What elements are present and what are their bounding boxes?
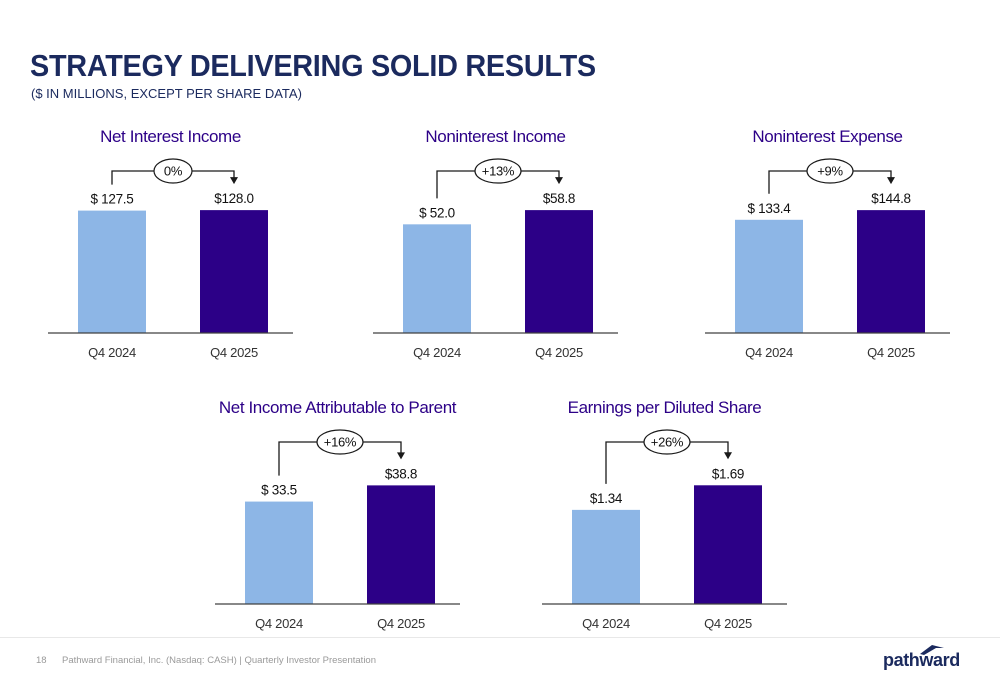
chart-title: Noninterest Income (425, 127, 565, 146)
data-label: $ 127.5 (91, 192, 134, 207)
change-badge (643, 429, 691, 455)
change-badge (153, 158, 193, 184)
change-badge (316, 429, 364, 455)
x-tick-label: Q4 2024 (413, 345, 461, 360)
data-label: $1.34 (590, 491, 623, 506)
bar-q4-2024 (735, 219, 803, 333)
data-label: $38.8 (385, 466, 417, 481)
change-label: +26% (651, 435, 684, 450)
x-tick-label: Q4 2025 (867, 345, 915, 360)
arrow-down-icon (555, 177, 563, 185)
change-label: +16% (324, 435, 357, 450)
data-label: $ 52.0 (419, 205, 455, 220)
bar-q4-2025 (367, 485, 435, 604)
change-badge (474, 158, 522, 184)
chart-title: Earnings per Diluted Share (568, 398, 762, 417)
bar-q4-2025 (694, 485, 762, 604)
data-label: $ 133.4 (748, 201, 792, 216)
x-tick-label: Q4 2024 (745, 345, 793, 360)
logo-arrow-icon (920, 645, 944, 655)
bar-q4-2024 (572, 509, 640, 604)
x-tick-label: Q4 2024 (255, 616, 303, 631)
bar-q4-2024 (78, 210, 146, 333)
x-tick-label: Q4 2024 (582, 616, 630, 631)
pathward-logo: pathward (883, 650, 960, 670)
x-tick-label: Q4 2024 (88, 345, 136, 360)
bar-q4-2025 (857, 210, 925, 333)
bar-q4-2024 (245, 501, 313, 604)
change-label: +9% (817, 164, 843, 179)
chart-title: Net Income Attributable to Parent (219, 398, 457, 417)
arrow-down-icon (887, 177, 895, 185)
footer-text: Pathward Financial, Inc. (Nasdaq: CASH) … (62, 655, 376, 666)
charts-area: Net Interest Income $ 127.5 Q4 2024 $128.0 Q… (48, 127, 950, 631)
chart-title: Noninterest Expense (752, 127, 902, 146)
x-tick-label: Q4 2025 (210, 345, 258, 360)
arrow-down-icon (230, 177, 238, 185)
data-label: $ 33.5 (261, 483, 297, 498)
x-tick-label: Q4 2025 (704, 616, 752, 631)
change-label: 0% (164, 164, 183, 179)
data-label: $128.0 (214, 191, 254, 206)
page-title: STRATEGY DELIVERING SOLID RESULTS (30, 48, 596, 83)
arrow-down-icon (397, 452, 405, 460)
footer-divider (0, 637, 1000, 638)
data-label: $1.69 (712, 466, 744, 481)
bar-q4-2025 (200, 210, 268, 333)
change-badge (806, 158, 854, 184)
x-tick-label: Q4 2025 (535, 345, 583, 360)
bar-q4-2024 (403, 224, 471, 333)
page-number: 18 (36, 655, 47, 666)
data-label: $58.8 (543, 191, 575, 206)
data-label: $144.8 (871, 191, 911, 206)
bar-q4-2025 (525, 210, 593, 333)
change-label: +13% (482, 164, 515, 179)
page-subtitle: ($ IN MILLIONS, EXCEPT PER SHARE DATA) (31, 86, 302, 101)
arrow-down-icon (724, 452, 732, 460)
chart-title: Net Interest Income (100, 127, 241, 146)
x-tick-label: Q4 2025 (377, 616, 425, 631)
